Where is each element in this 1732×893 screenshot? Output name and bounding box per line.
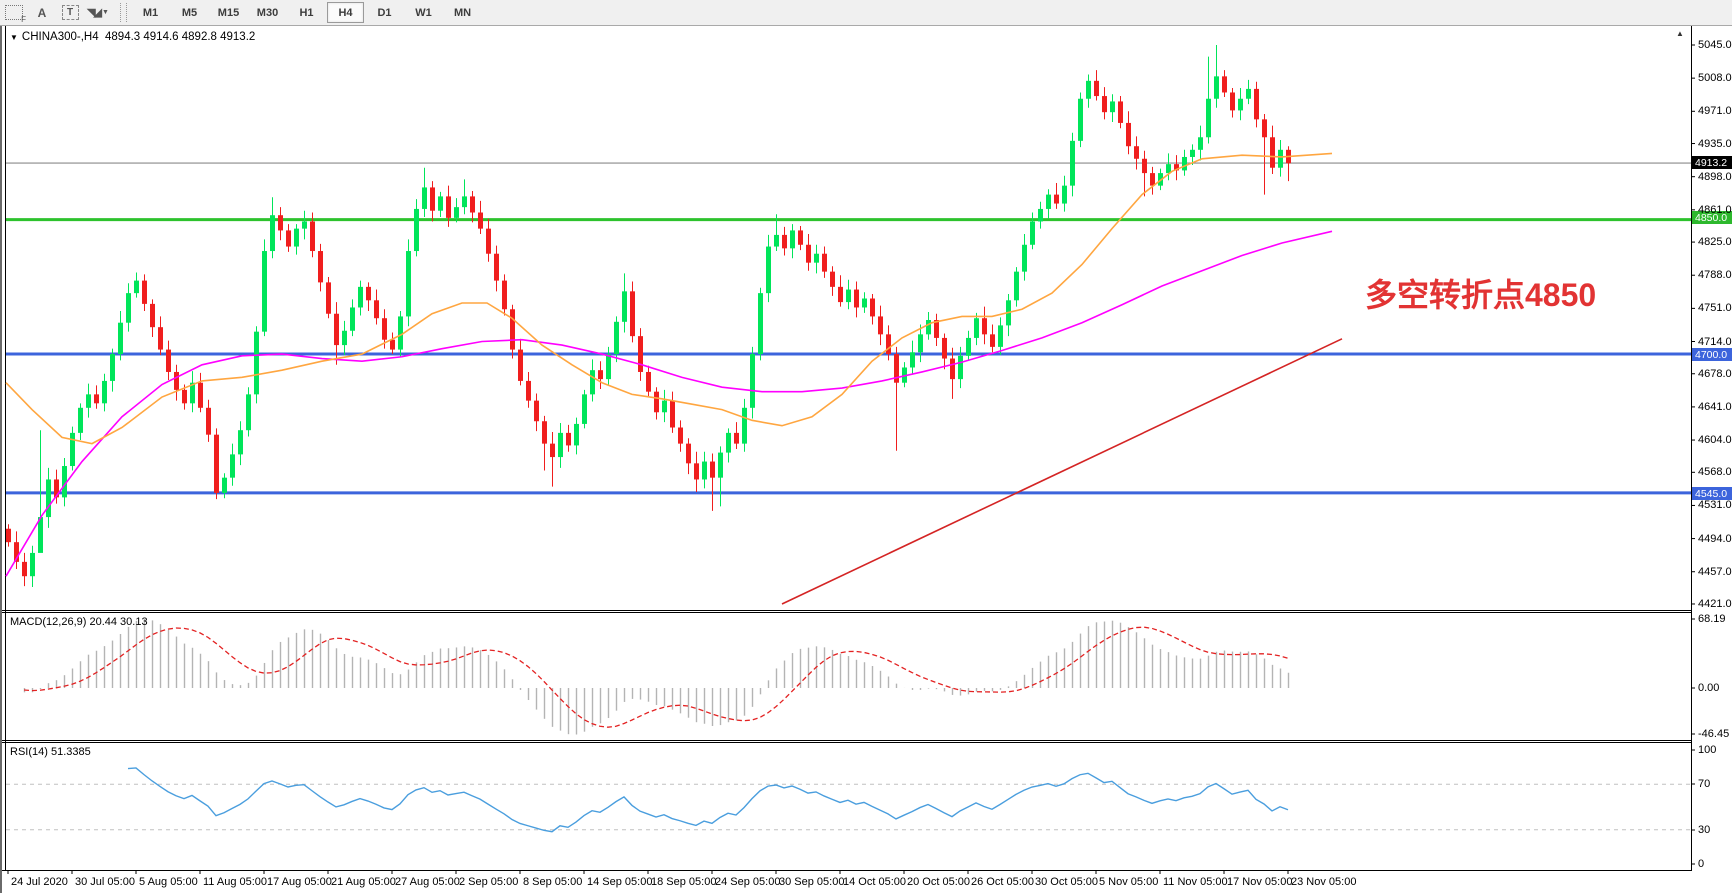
timeframe-button-MN[interactable]: MN bbox=[453, 6, 472, 19]
date-tick-label: 30 Jul 05:00 bbox=[75, 876, 135, 888]
timeframe-button-M15[interactable]: M15 bbox=[217, 6, 240, 19]
chart-shift-marker[interactable]: ▲ bbox=[1676, 29, 1684, 38]
price-tick-label: 4714.0 bbox=[1698, 335, 1732, 348]
text-label-icon[interactable]: A bbox=[37, 5, 47, 20]
rsi-tick-label: 70 bbox=[1698, 778, 1711, 790]
rsi-line bbox=[127, 767, 1289, 833]
date-tick-label: 8 Sep 05:00 bbox=[523, 876, 583, 888]
macd-tick-label: 68.19 bbox=[1698, 613, 1726, 625]
price-tick-label: 4641.0 bbox=[1698, 400, 1732, 413]
ma-fast-line bbox=[5, 152, 1333, 445]
grid-f-letter: F bbox=[21, 15, 26, 24]
timeframe-button-W1[interactable]: W1 bbox=[415, 6, 432, 19]
price-level-lines bbox=[6, 162, 1691, 495]
macd-histogram bbox=[23, 619, 1290, 735]
date-tick-label: 23 Nov 05:00 bbox=[1291, 876, 1357, 888]
grid-f-icon[interactable]: F bbox=[2, 3, 26, 24]
rsi-tick-label: 30 bbox=[1698, 824, 1711, 836]
chart-title: ▼ CHINA300-,H4 4894.3 4914.6 4892.8 4913.… bbox=[10, 31, 255, 43]
price-tick-label: 4531.0 bbox=[1698, 499, 1732, 512]
price-tick-label: 4568.0 bbox=[1698, 466, 1732, 479]
price-tick-label: 4935.0 bbox=[1698, 137, 1732, 150]
price-tick-label: 4861.0 bbox=[1698, 203, 1732, 216]
price-tick-label: 4604.0 bbox=[1698, 434, 1732, 447]
chart-window[interactable]: ▼ CHINA300-,H4 4894.3 4914.6 4892.8 4913.… bbox=[0, 26, 1732, 893]
chart-canvas[interactable] bbox=[2, 26, 1732, 893]
rsi-tick-label: 0 bbox=[1698, 858, 1705, 870]
toolbar: F A T ◥◢ ▼ M1 M5 M15 M30 H1 H4 D1 W1 MN bbox=[0, 0, 1732, 26]
date-tick-label: 14 Sep 05:00 bbox=[587, 876, 653, 888]
price-tick-label: 4678.0 bbox=[1698, 367, 1732, 380]
date-tick-label: 2 Sep 05:00 bbox=[459, 876, 519, 888]
date-tick-label: 14 Oct 05:00 bbox=[843, 876, 906, 888]
date-tick-label: 11 Aug 05:00 bbox=[203, 876, 268, 888]
price-tick-label: 4421.0 bbox=[1698, 597, 1732, 610]
date-tick-label: 18 Sep 05:00 bbox=[651, 876, 717, 888]
date-tick-label: 21 Aug 05:00 bbox=[331, 876, 396, 888]
dropdown-caret-icon[interactable]: ▼ bbox=[101, 9, 109, 16]
timeframe-button-H1[interactable]: H1 bbox=[299, 6, 314, 19]
timeframe-button-D1[interactable]: D1 bbox=[377, 6, 392, 19]
timeframe-group: M1 M5 M15 M30 H1 H4 D1 W1 MN bbox=[131, 2, 482, 23]
level-4545-badge: 4545.0 bbox=[1692, 487, 1732, 500]
timeframe-button-M5[interactable]: M5 bbox=[181, 6, 198, 19]
arrows-tool-icon[interactable]: ◥◢ ▼ bbox=[87, 7, 109, 19]
date-tick-label: 11 Nov 05:00 bbox=[1163, 876, 1228, 888]
macd-tick-label: -46.45 bbox=[1698, 728, 1730, 740]
date-tick-label: 17 Nov 05:00 bbox=[1227, 876, 1293, 888]
text-box-icon[interactable]: T bbox=[58, 3, 82, 22]
timeframe-button-H4[interactable]: H4 bbox=[327, 2, 364, 23]
chart-menu-icon[interactable]: ▼ bbox=[10, 33, 18, 42]
price-tick-label: 4457.0 bbox=[1698, 565, 1732, 578]
candles-layer bbox=[6, 45, 1291, 587]
rsi-tick-label: 100 bbox=[1698, 744, 1717, 756]
rsi-label: RSI(14) 51.3385 bbox=[10, 746, 91, 758]
current-price-badge: 4913.2 bbox=[1692, 156, 1732, 169]
price-tick-label: 5008.0 bbox=[1698, 72, 1732, 85]
date-tick-label: 27 Aug 05:00 bbox=[395, 876, 460, 888]
price-tick-label: 4751.0 bbox=[1698, 302, 1732, 315]
date-tick-label: 17 Aug 05:00 bbox=[267, 876, 332, 888]
date-tick-label: 30 Oct 05:00 bbox=[1035, 876, 1098, 888]
axis-tick-marks bbox=[7, 44, 1695, 874]
timeframe-button-M1[interactable]: M1 bbox=[142, 6, 159, 19]
price-tick-label: 4494.0 bbox=[1698, 532, 1732, 545]
price-tick-label: 4898.0 bbox=[1698, 170, 1732, 183]
trendline[interactable] bbox=[781, 338, 1343, 605]
ma-slow-line bbox=[5, 230, 1333, 577]
chart-annotation-text: 多空转折点4850 bbox=[1365, 277, 1597, 313]
price-tick-label: 4788.0 bbox=[1698, 269, 1732, 282]
chart-ohlc-values: 4894.3 4914.6 4892.8 4913.2 bbox=[105, 31, 256, 43]
price-tick-label: 4825.0 bbox=[1698, 236, 1732, 249]
chart-symbol-period: CHINA300-,H4 bbox=[21, 31, 99, 43]
level-4700-badge: 4700.0 bbox=[1692, 348, 1732, 361]
pane-borders bbox=[2, 26, 1692, 871]
timeframe-button-M30[interactable]: M30 bbox=[256, 6, 279, 19]
price-tick-label: 5045.0 bbox=[1698, 39, 1732, 51]
toolbar-handle[interactable] bbox=[120, 3, 127, 22]
date-tick-label: 26 Oct 05:00 bbox=[971, 876, 1034, 888]
date-tick-label: 20 Oct 05:00 bbox=[907, 876, 970, 888]
date-tick-label: 5 Nov 05:00 bbox=[1099, 876, 1159, 888]
macd-tick-label: 0.00 bbox=[1698, 682, 1720, 694]
rsi-level-lines bbox=[6, 783, 1691, 831]
macd-label: MACD(12,26,9) 20.44 30.13 bbox=[10, 616, 148, 628]
macd-signal-line bbox=[23, 626, 1289, 728]
date-tick-label: 5 Aug 05:00 bbox=[139, 876, 198, 888]
date-tick-label: 30 Sep 05:00 bbox=[779, 876, 845, 888]
level-4850-badge: 4850.0 bbox=[1692, 211, 1732, 224]
date-tick-label: 24 Jul 2020 bbox=[11, 876, 68, 888]
price-tick-label: 4971.0 bbox=[1698, 105, 1732, 118]
date-tick-label: 24 Sep 05:00 bbox=[715, 876, 781, 888]
